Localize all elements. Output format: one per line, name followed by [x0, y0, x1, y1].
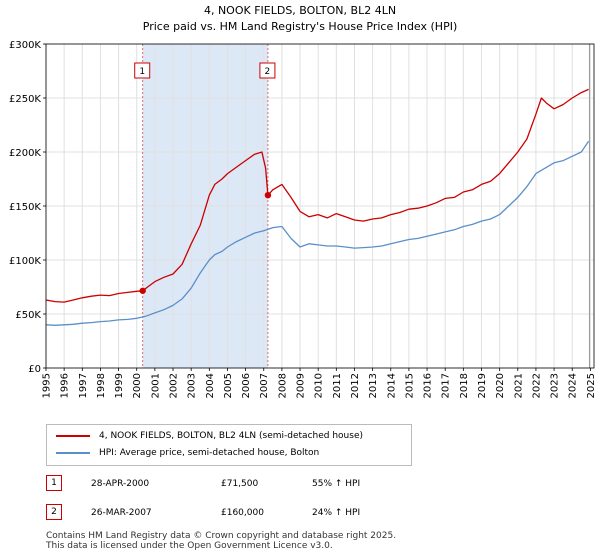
series-property-line: [45, 88, 589, 303]
sale-price: £160,000: [221, 508, 264, 518]
x-tick-label: 1995: [42, 373, 53, 398]
chart-title: 4, NOOK FIELDS, BOLTON, BL2 4LN: [204, 4, 396, 17]
y-tick-label: £50K: [15, 310, 41, 321]
sale-price: £71,500: [221, 479, 259, 489]
legend-item-hpi: HPI: Average price, semi-detached house,…: [47, 445, 407, 461]
legend: 4, NOOK FIELDS, BOLTON, BL2 4LN (semi-de…: [46, 424, 412, 466]
x-tick-label: 2006: [241, 373, 252, 398]
x-tick-label: 2023: [550, 373, 561, 398]
x-tick-label: 2012: [350, 373, 361, 398]
x-tick-label: 1997: [78, 373, 89, 398]
x-tick-label: 2011: [332, 373, 343, 398]
legend-item-property: 4, NOOK FIELDS, BOLTON, BL2 4LN (semi-de…: [47, 428, 407, 444]
legend-label-hpi: HPI: Average price, semi-detached house,…: [99, 448, 320, 458]
x-tick-label: 2000: [132, 373, 143, 398]
x-tick-label: 2017: [441, 373, 452, 398]
x-tick-label: 2016: [423, 373, 434, 398]
chart-subtitle: Price paid vs. HM Land Registry's House …: [143, 20, 458, 33]
x-tick-label: 2010: [314, 373, 325, 398]
x-tick-label: 2002: [169, 373, 180, 398]
sale-date: 28-APR-2000: [91, 479, 150, 489]
sale-number-badge: 2: [46, 504, 62, 520]
sale-label-box: [134, 62, 151, 79]
x-tick-label: 2014: [386, 373, 397, 398]
x-tick-label: 2015: [404, 373, 415, 398]
x-tick-label: 2022: [531, 373, 542, 398]
legend-swatch-hpi: [56, 452, 90, 454]
series-hpi-line: [45, 140, 590, 326]
sale-row: 1 28-APR-2000 £71,500 55% ↑ HPI: [46, 475, 446, 493]
y-tick-label: £150K: [9, 202, 41, 213]
grid: [45, 43, 594, 369]
footer-licence: This data is licensed under the Open Gov…: [46, 541, 333, 551]
axes: £0 £50K £100K £150K £200K £250K £300K 1995 1996 1…: [9, 40, 597, 398]
x-tick-label: 1998: [96, 373, 107, 398]
sale-number-badge: 1: [46, 475, 62, 491]
x-tick-label: 1996: [60, 373, 71, 398]
sale-date: 26-MAR-2007: [91, 508, 152, 518]
sale-label-box: [259, 62, 276, 79]
x-tick-label: 2013: [368, 373, 379, 398]
footer: Contains HM Land Registry data © Crown c…: [46, 531, 396, 551]
x-tick-label: 2019: [477, 373, 488, 398]
x-tick-label: 2024: [568, 373, 579, 398]
x-tick-label: 2008: [277, 373, 288, 398]
x-tick-label: 2021: [513, 373, 524, 398]
sale-label-text: 2: [265, 67, 271, 77]
x-tick-label: 2004: [205, 373, 216, 398]
y-tick-label: £100K: [9, 256, 41, 267]
legend-swatch-property: [56, 435, 90, 437]
x-tick-label: 2025: [586, 373, 597, 398]
legend-label-property: 4, NOOK FIELDS, BOLTON, BL2 4LN (semi-de…: [99, 431, 363, 441]
footer-copyright: Contains HM Land Registry data © Crown c…: [46, 531, 397, 541]
price-chart: 4, NOOK FIELDS, BOLTON, BL2 4LN Price pa…: [9, 4, 597, 398]
x-tick-label: 2020: [495, 373, 506, 398]
sale-points: [139, 192, 272, 294]
x-tick-label: 2005: [223, 373, 234, 398]
x-tick-label: 1999: [114, 373, 125, 398]
sale-point: [139, 287, 146, 294]
y-tick-label: £300K: [9, 40, 41, 51]
series-lines: [45, 88, 590, 326]
x-tick-label: 2003: [187, 373, 198, 398]
sale-point: [264, 192, 272, 199]
x-tick-label: 2009: [296, 373, 307, 398]
sale-hpi-change: 24% ↑ HPI: [312, 508, 361, 518]
x-tick-label: 2018: [459, 373, 470, 398]
y-tick-label: £250K: [9, 94, 41, 105]
x-tick-label: 2001: [150, 373, 161, 398]
sale-hpi-change: 55% ↑ HPI: [312, 479, 361, 489]
y-tick-label: £200K: [9, 148, 41, 159]
sale-label-text: 1: [139, 67, 145, 77]
sale-row: 2 26-MAR-2007 £160,000 24% ↑ HPI: [46, 504, 446, 522]
y-tick-label: £0: [28, 364, 41, 375]
x-tick-label: 2007: [259, 373, 270, 398]
